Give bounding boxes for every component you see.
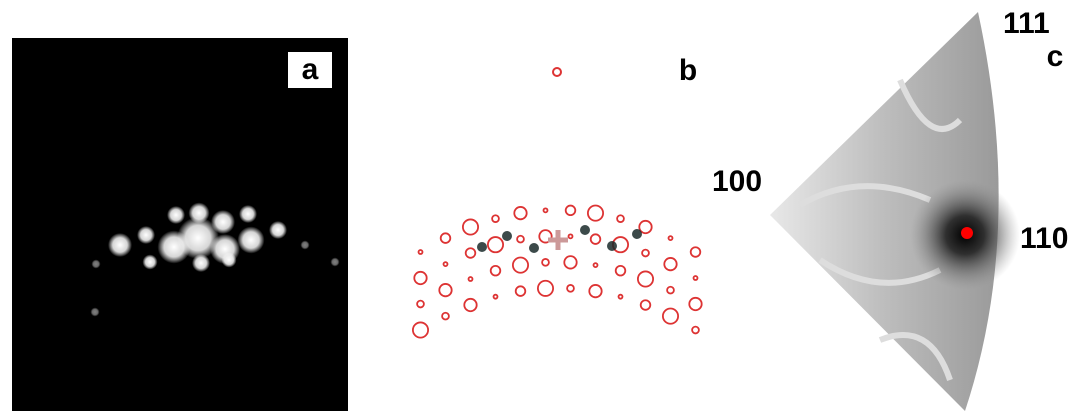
panel-label: c (1047, 40, 1064, 73)
diffraction-spot (301, 241, 310, 250)
panel-b: b (350, 38, 720, 411)
panel-a: a (12, 38, 348, 411)
measured-spot (580, 225, 590, 235)
measured-spot (529, 243, 539, 253)
panel-c: c 111 100 110 (712, 7, 1068, 411)
diffraction-spot (91, 308, 100, 317)
diffraction-spot (239, 205, 257, 223)
diffraction-spot (269, 221, 287, 239)
diffraction-spot (167, 206, 185, 224)
diffraction-spot (92, 260, 101, 269)
pole-label: 110 (1020, 222, 1068, 255)
measured-spot (502, 231, 512, 241)
pole-label: 111 (1003, 7, 1050, 40)
diffraction-spot (222, 253, 237, 268)
diffraction-spot (211, 210, 235, 234)
orientation-dot (961, 227, 973, 239)
panel-background (12, 38, 348, 411)
pole-label: 100 (712, 165, 762, 198)
diffraction-spot (189, 203, 210, 224)
measured-spot (632, 229, 642, 239)
measured-spot (607, 241, 617, 251)
diffraction-spot (137, 226, 155, 244)
panel-label: b (679, 54, 697, 87)
figure: a b c 111 100 110 (0, 0, 1084, 411)
diffraction-spot (238, 227, 265, 254)
diffraction-spot (331, 258, 340, 267)
measured-spot (477, 242, 487, 252)
diffraction-spot (108, 233, 132, 257)
panel-label: a (302, 53, 319, 86)
panel-background (350, 38, 720, 411)
diffraction-spot (192, 254, 210, 272)
diffraction-spot (143, 255, 158, 270)
